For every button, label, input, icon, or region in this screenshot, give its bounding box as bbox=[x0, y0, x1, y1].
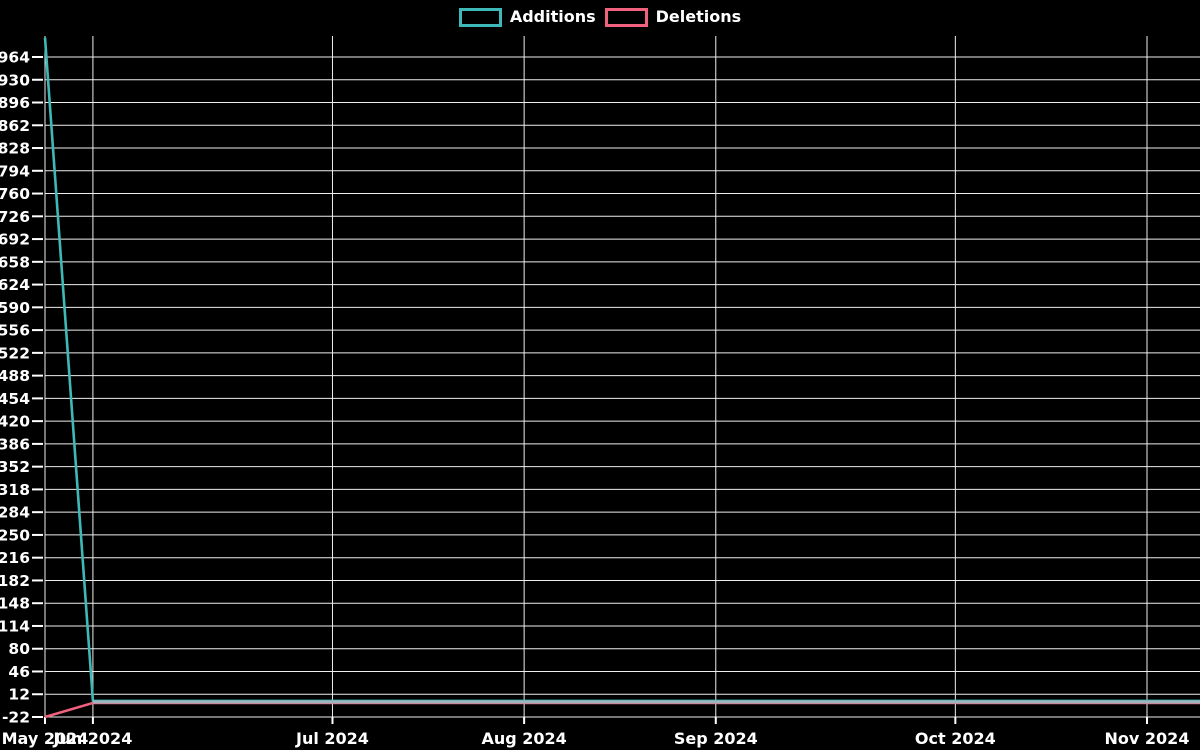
x-tick-label: May 2024 bbox=[2, 729, 89, 748]
y-tick-label: 12 bbox=[8, 686, 30, 704]
x-tick-label: Jul 2024 bbox=[295, 729, 369, 748]
y-tick-label: 216 bbox=[0, 549, 30, 567]
y-tick-label: -22 bbox=[2, 709, 30, 727]
y-tick-label: 114 bbox=[0, 617, 30, 635]
y-tick-label: 284 bbox=[0, 504, 30, 522]
y-tick-label: 352 bbox=[0, 458, 30, 476]
y-tick-label: 692 bbox=[0, 231, 30, 249]
y-tick-label: 318 bbox=[0, 481, 30, 499]
y-tick-label: 420 bbox=[0, 413, 30, 431]
y-tick-label: 386 bbox=[0, 435, 30, 453]
x-tick-label: Aug 2024 bbox=[481, 729, 566, 748]
y-tick-label: 624 bbox=[0, 276, 30, 294]
series-line-deletions bbox=[44, 701, 1200, 719]
y-tick-label: 896 bbox=[0, 94, 30, 112]
x-tick-label: Oct 2024 bbox=[915, 729, 996, 748]
y-tick-label: 250 bbox=[0, 526, 30, 544]
x-tick-label: Jun 2024 bbox=[52, 729, 132, 748]
y-tick-label: 828 bbox=[0, 140, 30, 158]
y-tick-label: 726 bbox=[0, 208, 30, 226]
y-tick-label: 454 bbox=[0, 390, 30, 408]
y-tick-label: 862 bbox=[0, 117, 30, 135]
y-tick-label: 182 bbox=[0, 572, 30, 590]
y-tick-label: 488 bbox=[0, 367, 30, 385]
series-line-additions bbox=[43, 37, 1200, 703]
y-tick-label: 80 bbox=[8, 640, 30, 658]
y-tick-label: 522 bbox=[0, 344, 30, 362]
y-tick-label: 556 bbox=[0, 322, 30, 340]
y-tick-label: 794 bbox=[0, 162, 30, 180]
y-tick-label: 658 bbox=[0, 253, 30, 271]
y-tick-label: 46 bbox=[8, 663, 30, 681]
y-tick-label: 930 bbox=[0, 71, 30, 89]
x-tick-label: Sep 2024 bbox=[674, 729, 758, 748]
y-tick-label: 760 bbox=[0, 185, 30, 203]
y-tick-label: 590 bbox=[0, 299, 30, 317]
y-tick-label: 964 bbox=[0, 49, 30, 67]
y-tick-label: 148 bbox=[0, 595, 30, 613]
x-tick-label: Nov 2024 bbox=[1105, 729, 1190, 748]
